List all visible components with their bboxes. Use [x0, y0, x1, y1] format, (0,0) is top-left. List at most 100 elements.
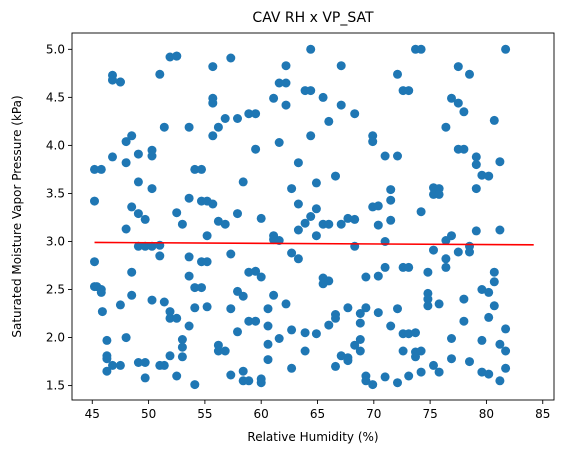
data-point: [355, 318, 365, 328]
data-point: [96, 287, 106, 297]
data-point: [373, 220, 383, 230]
data-point: [147, 241, 157, 251]
data-point: [90, 164, 99, 174]
data-point: [115, 77, 125, 87]
data-point: [133, 241, 143, 251]
y-axis-label: Saturated Moisture Vapor Pressure (kPa): [10, 95, 24, 337]
data-point: [484, 369, 494, 379]
data-point: [459, 107, 469, 117]
data-point: [293, 158, 303, 168]
x-tick-label: 65: [310, 407, 325, 421]
data-point: [165, 313, 175, 323]
data-point: [140, 214, 150, 224]
data-point: [202, 231, 212, 241]
data-point: [300, 218, 310, 228]
x-tick-label: 45: [85, 407, 100, 421]
data-point: [471, 160, 481, 170]
data-point: [172, 208, 182, 218]
data-point: [373, 271, 383, 281]
data-point: [140, 358, 150, 367]
data-point: [324, 116, 334, 126]
data-point: [380, 262, 390, 272]
data-point: [306, 86, 316, 96]
data-point: [495, 376, 505, 386]
data-point: [477, 367, 487, 377]
data-point: [380, 372, 390, 382]
data-point: [121, 137, 131, 147]
data-point: [311, 204, 321, 214]
trend-line: [94, 241, 534, 246]
data-point: [90, 257, 99, 267]
data-point: [306, 212, 316, 221]
data-point: [226, 370, 236, 380]
x-tick-label: 55: [197, 407, 212, 421]
data-point: [471, 226, 481, 236]
data-point: [324, 219, 334, 229]
data-point: [386, 215, 396, 225]
plot-frame: [71, 32, 555, 401]
data-point: [355, 335, 365, 344]
data-point: [172, 51, 182, 61]
data-point: [355, 309, 365, 318]
y-tick-label: 2.5: [46, 283, 65, 297]
data-point: [423, 267, 433, 277]
data-point: [416, 207, 426, 217]
data-point: [306, 44, 316, 54]
data-point: [115, 300, 125, 310]
data-point: [147, 151, 157, 161]
data-point: [484, 287, 494, 297]
data-point: [159, 360, 169, 370]
data-point: [489, 301, 499, 311]
data-point: [386, 185, 396, 195]
data-point: [263, 355, 273, 365]
x-axis-label: Relative Humidity (%): [247, 430, 378, 444]
data-point: [398, 346, 408, 356]
data-point: [274, 334, 284, 343]
data-point: [184, 122, 194, 132]
data-point: [434, 189, 444, 199]
data-point: [220, 114, 230, 123]
data-point: [159, 122, 169, 132]
data-point: [495, 225, 505, 235]
data-point: [343, 303, 353, 313]
data-point: [471, 184, 481, 194]
data-point: [226, 53, 236, 63]
data-point: [127, 131, 137, 141]
data-point: [501, 324, 511, 334]
data-point: [165, 307, 175, 317]
data-point: [447, 231, 456, 241]
plot-area: [90, 44, 534, 390]
data-point: [155, 251, 165, 261]
data-point: [336, 219, 346, 229]
data-point: [127, 290, 137, 300]
data-point: [380, 151, 390, 161]
data-point: [147, 184, 157, 194]
data-point: [465, 69, 474, 79]
data-point: [429, 360, 438, 370]
data-point: [133, 149, 143, 159]
data-point: [350, 214, 360, 224]
data-point: [368, 137, 378, 147]
data-point: [108, 360, 117, 370]
data-point: [96, 164, 106, 174]
data-point: [489, 115, 499, 125]
data-point: [495, 157, 505, 167]
data-point: [361, 376, 371, 386]
data-point: [373, 201, 383, 211]
data-point: [251, 144, 261, 154]
data-point: [447, 334, 456, 343]
data-point: [140, 241, 150, 251]
data-point: [300, 346, 310, 356]
data-point: [441, 122, 451, 132]
y-tick-label: 5.0: [46, 42, 65, 56]
data-point: [441, 262, 451, 272]
y-tick-label: 1.5: [46, 379, 65, 393]
y-tick-label: 3.0: [46, 234, 65, 248]
data-point: [220, 346, 230, 356]
x-tick-label: 80: [479, 407, 494, 421]
data-point: [324, 320, 334, 330]
data-point: [208, 199, 218, 209]
data-point: [269, 290, 279, 300]
data-point: [331, 171, 340, 181]
data-point: [108, 152, 117, 162]
